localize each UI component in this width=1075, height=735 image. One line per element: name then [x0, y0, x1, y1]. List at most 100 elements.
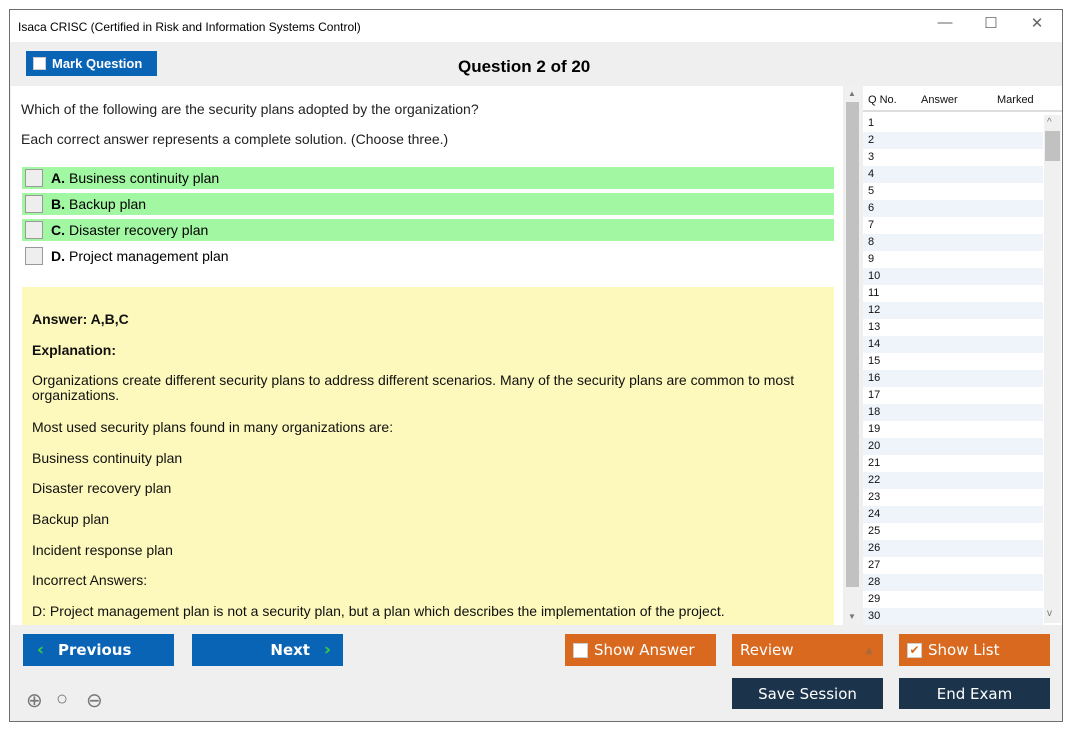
- list-row[interactable]: 30: [863, 608, 1043, 625]
- list-scroll-thumb[interactable]: [1045, 131, 1060, 161]
- option-checkbox[interactable]: [25, 247, 43, 265]
- next-label: Next: [270, 641, 310, 659]
- list-row[interactable]: 7: [868, 219, 875, 231]
- show-list-button[interactable]: ✔ Show List: [899, 634, 1050, 666]
- zoom-reset-icon[interactable]: ○: [56, 688, 69, 710]
- list-row[interactable]: 28: [863, 574, 1043, 591]
- list-row[interactable]: 16: [863, 370, 1043, 387]
- show-answer-label: Show Answer: [594, 641, 695, 659]
- scroll-up-icon[interactable]: ^: [1047, 117, 1052, 128]
- explanation-line: Organizations create different security …: [32, 372, 795, 403]
- list-row[interactable]: 19: [868, 423, 881, 435]
- list-row[interactable]: 18: [863, 404, 1043, 421]
- option-checkbox[interactable]: [25, 169, 43, 187]
- app-window: Isaca CRISC (Certified in Risk and Infor…: [9, 9, 1063, 722]
- show-answer-button[interactable]: Show Answer: [565, 634, 716, 666]
- checkmark-icon: ✔: [907, 642, 922, 658]
- zoom-in-icon[interactable]: ⊕: [26, 690, 43, 712]
- answer-text: Answer: A,B,C: [32, 311, 129, 327]
- explanation-line: Most used security plans found in many o…: [32, 419, 394, 435]
- explanation-line: Disaster recovery plan: [32, 480, 172, 496]
- list-row[interactable]: 20: [863, 438, 1043, 455]
- answer-option[interactable]: D. Project management plan: [22, 245, 834, 267]
- list-row[interactable]: 22: [863, 472, 1043, 489]
- option-letter: C.: [51, 222, 65, 238]
- list-row[interactable]: 29: [868, 593, 881, 605]
- explanation-line: Incorrect Answers:: [32, 572, 148, 588]
- previous-button[interactable]: ‹ Previous: [23, 634, 174, 666]
- chevron-left-icon: ‹: [37, 640, 45, 660]
- mark-question-label: Mark Question: [52, 56, 143, 71]
- option-checkbox[interactable]: [25, 195, 43, 213]
- close-button[interactable]: ✕: [1030, 15, 1044, 32]
- maximize-button[interactable]: ☐: [984, 15, 998, 32]
- zoom-out-icon[interactable]: ⊖: [86, 690, 103, 712]
- list-row[interactable]: 6: [863, 200, 1043, 217]
- mark-question-button[interactable]: Mark Question: [26, 51, 157, 76]
- list-row[interactable]: 17: [868, 389, 881, 401]
- review-label: Review: [740, 641, 794, 659]
- option-letter: B.: [51, 196, 65, 212]
- scroll-down-icon[interactable]: ▼: [848, 612, 856, 621]
- option-checkbox[interactable]: [25, 221, 43, 239]
- list-row[interactable]: 13: [868, 321, 881, 333]
- option-text: Backup plan: [69, 196, 147, 212]
- list-row[interactable]: 8: [863, 234, 1043, 251]
- window-title: Isaca CRISC (Certified in Risk and Infor…: [18, 20, 361, 34]
- list-row[interactable]: 21: [868, 457, 881, 469]
- save-session-button[interactable]: Save Session: [732, 678, 883, 709]
- question-instruction: Each correct answer represents a complet…: [21, 131, 449, 147]
- option-text: Business continuity plan: [69, 170, 220, 186]
- question-list: Q No. Answer Marked 1 2 3 4 5 6 7 8 9 10 11 12 13 14 1…: [863, 86, 1062, 625]
- header-qno: Q No.: [868, 94, 897, 106]
- question-counter: Question 2 of 20: [458, 57, 591, 76]
- list-row[interactable]: 23: [868, 491, 881, 503]
- explanation-line: Business continuity plan: [32, 450, 183, 466]
- list-header: Q No. Answer Marked: [863, 86, 1062, 112]
- show-list-label: Show List: [928, 641, 1000, 659]
- review-dropdown[interactable]: Review ▲: [732, 634, 883, 666]
- chevron-right-icon: ›: [323, 640, 331, 660]
- list-row[interactable]: 26: [863, 540, 1043, 557]
- list-row[interactable]: 15: [868, 355, 881, 367]
- next-button[interactable]: Next ›: [192, 634, 343, 666]
- content-scrollbar[interactable]: ▲ ▼: [845, 86, 860, 625]
- explanation-panel: Answer: A,B,C Explanation: Organizations…: [22, 287, 834, 625]
- list-row[interactable]: 4: [863, 166, 1043, 183]
- question-panel: Which of the following are the security …: [11, 86, 843, 625]
- end-exam-button[interactable]: End Exam: [899, 678, 1050, 709]
- option-letter: A.: [51, 170, 65, 186]
- list-row[interactable]: 27: [868, 559, 881, 571]
- list-row[interactable]: 10: [863, 268, 1043, 285]
- header-answer: Answer: [921, 94, 958, 106]
- option-text: Project management plan: [69, 248, 229, 264]
- answer-option[interactable]: C. Disaster recovery plan: [22, 219, 834, 241]
- scroll-up-icon[interactable]: ▲: [848, 89, 856, 98]
- list-row[interactable]: 3: [868, 151, 875, 163]
- caret-up-icon: ▲: [865, 644, 873, 656]
- checkbox-icon: [573, 642, 588, 658]
- header-marked: Marked: [997, 94, 1034, 106]
- list-row[interactable]: 2: [863, 132, 1043, 149]
- explanation-line: Backup plan: [32, 511, 110, 527]
- checkbox-icon: [33, 57, 46, 70]
- list-scrollbar[interactable]: ^ v: [1044, 115, 1061, 623]
- list-row[interactable]: 25: [868, 525, 881, 537]
- title-bar: Isaca CRISC (Certified in Risk and Infor…: [10, 10, 1062, 42]
- list-row[interactable]: 5: [868, 185, 875, 197]
- answer-option[interactable]: A. Business continuity plan: [22, 167, 834, 189]
- previous-label: Previous: [58, 641, 132, 659]
- option-text: Disaster recovery plan: [69, 222, 209, 238]
- scroll-thumb[interactable]: [846, 102, 859, 587]
- list-row[interactable]: 14: [863, 336, 1043, 353]
- list-row[interactable]: 24: [863, 506, 1043, 523]
- list-row[interactable]: 9: [868, 253, 875, 265]
- scroll-down-icon[interactable]: v: [1047, 608, 1052, 619]
- list-row[interactable]: 1: [868, 117, 875, 129]
- list-row[interactable]: 12: [863, 302, 1043, 319]
- list-row[interactable]: 11: [868, 287, 880, 299]
- answer-option[interactable]: B. Backup plan: [22, 193, 834, 215]
- minimize-button[interactable]: —: [937, 14, 953, 31]
- explanation-line: D: Project management plan is not a secu…: [32, 603, 725, 619]
- explanation-heading: Explanation:: [32, 342, 117, 358]
